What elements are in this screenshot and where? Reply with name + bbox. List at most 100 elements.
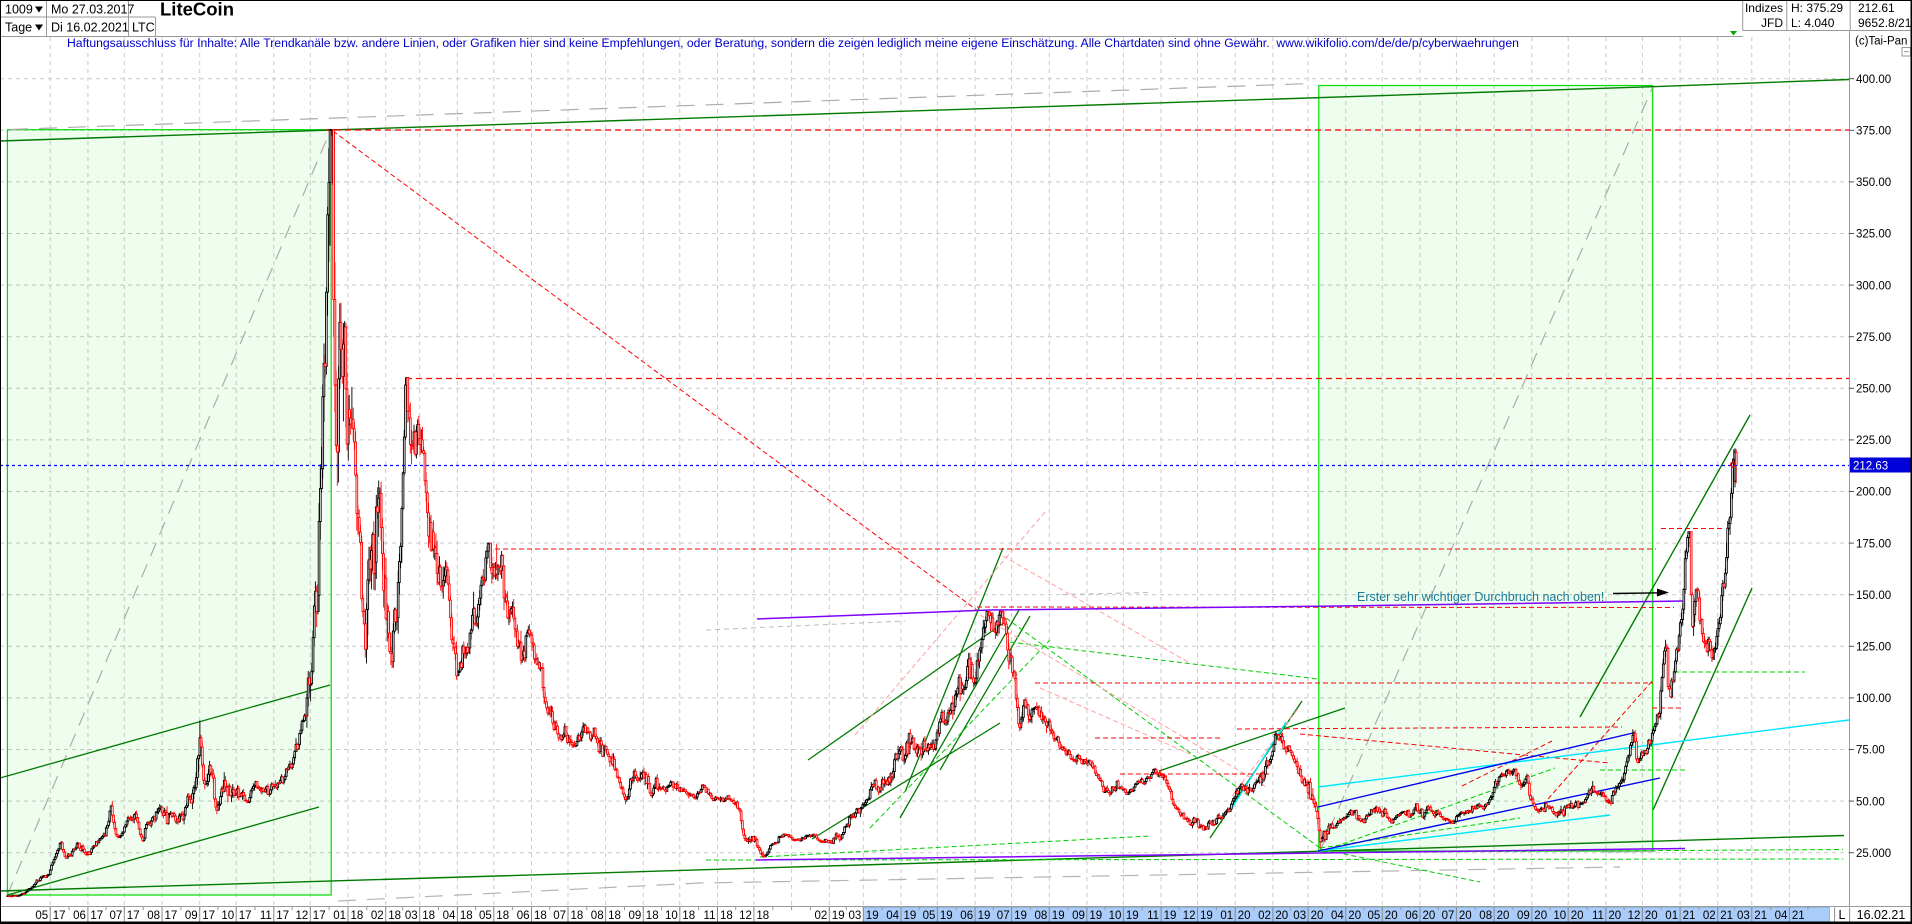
svg-text:Di 16.02.2021: Di 16.02.2021 (51, 21, 129, 35)
svg-text:04: 04 (443, 910, 456, 922)
svg-text:03: 03 (1737, 910, 1750, 922)
svg-text:09: 09 (1517, 910, 1530, 922)
svg-text:01: 01 (1220, 910, 1233, 922)
svg-text:17: 17 (53, 910, 66, 922)
svg-text:19: 19 (832, 910, 845, 922)
svg-text:L: L (1839, 908, 1846, 922)
svg-text:20: 20 (1608, 910, 1621, 922)
svg-text:19: 19 (1200, 910, 1213, 922)
svg-text:12: 12 (296, 910, 309, 922)
svg-text:20: 20 (1459, 910, 1472, 922)
svg-text:350.00: 350.00 (1856, 177, 1891, 189)
svg-text:09: 09 (629, 910, 642, 922)
svg-text:05: 05 (35, 910, 48, 922)
svg-text:18: 18 (608, 910, 621, 922)
svg-text:12: 12 (739, 910, 752, 922)
svg-text:50.00: 50.00 (1856, 796, 1885, 808)
svg-text:11: 11 (704, 910, 716, 922)
svg-text:19: 19 (940, 910, 953, 922)
svg-text:06: 06 (73, 910, 86, 922)
svg-text:02: 02 (1258, 910, 1271, 922)
svg-text:07: 07 (1442, 910, 1455, 922)
svg-text:19: 19 (1014, 910, 1027, 922)
svg-text:18: 18 (756, 910, 769, 922)
svg-text:20: 20 (1497, 910, 1510, 922)
svg-text:JFD: JFD (1761, 16, 1783, 30)
svg-text:19: 19 (866, 910, 879, 922)
svg-text:18: 18 (720, 910, 733, 922)
svg-text:10: 10 (1109, 910, 1122, 922)
svg-text:21: 21 (1754, 910, 1767, 922)
svg-text:200.00: 200.00 (1856, 487, 1891, 499)
svg-text:05: 05 (479, 910, 492, 922)
svg-text:08: 08 (1035, 910, 1048, 922)
svg-text:20: 20 (1238, 910, 1251, 922)
svg-text:20: 20 (1534, 910, 1547, 922)
svg-text:04: 04 (1775, 910, 1788, 922)
svg-text:19: 19 (1126, 910, 1139, 922)
svg-text:20: 20 (1348, 910, 1361, 922)
svg-text:12: 12 (1628, 910, 1641, 922)
svg-text:250.00: 250.00 (1856, 384, 1891, 396)
svg-text:21: 21 (1683, 910, 1696, 922)
svg-text:150.00: 150.00 (1856, 590, 1891, 602)
svg-text:10: 10 (665, 910, 678, 922)
svg-text:19: 19 (1052, 910, 1065, 922)
svg-text:1009: 1009 (5, 3, 33, 17)
svg-text:18: 18 (646, 910, 659, 922)
svg-text:01: 01 (1665, 910, 1678, 922)
svg-text:LiteCoin: LiteCoin (160, 0, 234, 20)
svg-text:9652.8/21: 9652.8/21 (1858, 16, 1912, 30)
svg-text:19: 19 (1089, 910, 1102, 922)
svg-text:07: 07 (553, 910, 566, 922)
svg-text:300.00: 300.00 (1856, 280, 1891, 292)
svg-text:375.00: 375.00 (1856, 126, 1891, 138)
svg-text:03: 03 (849, 910, 862, 922)
svg-text:(c)Tai-Pan: (c)Tai-Pan (1855, 36, 1907, 48)
svg-text:18: 18 (682, 910, 695, 922)
svg-text:17: 17 (202, 910, 215, 922)
svg-text:19: 19 (904, 910, 917, 922)
svg-text:11: 11 (260, 910, 272, 922)
svg-text:10: 10 (1553, 910, 1566, 922)
svg-text:125.00: 125.00 (1856, 642, 1891, 654)
svg-text:12: 12 (1183, 910, 1196, 922)
svg-text:18: 18 (388, 910, 401, 922)
svg-text:07: 07 (110, 910, 123, 922)
svg-text:18: 18 (571, 910, 584, 922)
svg-text:212.63: 212.63 (1853, 461, 1888, 473)
svg-text:19: 19 (978, 910, 991, 922)
svg-text:Haftungsausschluss für Inhalte: Haftungsausschluss für Inhalte: Alle Tre… (67, 36, 1519, 50)
svg-text:Erster sehr wichtiger Durchbru: Erster sehr wichtiger Durchbruch nach ob… (1357, 590, 1604, 604)
svg-text:04: 04 (1331, 910, 1344, 922)
svg-text:20: 20 (1423, 910, 1436, 922)
svg-text:212.61: 212.61 (1858, 1, 1895, 15)
svg-text:06: 06 (1405, 910, 1418, 922)
svg-text:06: 06 (517, 910, 530, 922)
svg-text:09: 09 (1072, 910, 1085, 922)
svg-text:LTC: LTC (132, 21, 155, 35)
svg-text:175.00: 175.00 (1856, 538, 1891, 550)
svg-text:07: 07 (997, 910, 1010, 922)
svg-text:05: 05 (923, 910, 936, 922)
svg-text:20: 20 (1571, 910, 1584, 922)
svg-text:20: 20 (1311, 910, 1324, 922)
svg-text:400.00: 400.00 (1856, 74, 1891, 86)
svg-text:04: 04 (886, 910, 899, 922)
svg-text:20: 20 (1645, 910, 1658, 922)
svg-text:03: 03 (405, 910, 418, 922)
svg-text:17: 17 (239, 910, 252, 922)
svg-text:18: 18 (460, 910, 473, 922)
svg-text:L: 4.040: L: 4.040 (1791, 16, 1835, 30)
svg-text:02: 02 (371, 910, 384, 922)
svg-text:09: 09 (185, 910, 198, 922)
svg-text:18: 18 (534, 910, 547, 922)
svg-text:21: 21 (1792, 910, 1805, 922)
svg-text:17: 17 (313, 910, 326, 922)
svg-text:H: 375.29: H: 375.29 (1791, 1, 1843, 15)
svg-text:03: 03 (1293, 910, 1306, 922)
svg-text:Mo 27.03.2017: Mo 27.03.2017 (51, 3, 134, 17)
svg-text:18: 18 (496, 910, 509, 922)
svg-text:08: 08 (147, 910, 160, 922)
svg-text:06: 06 (960, 910, 973, 922)
